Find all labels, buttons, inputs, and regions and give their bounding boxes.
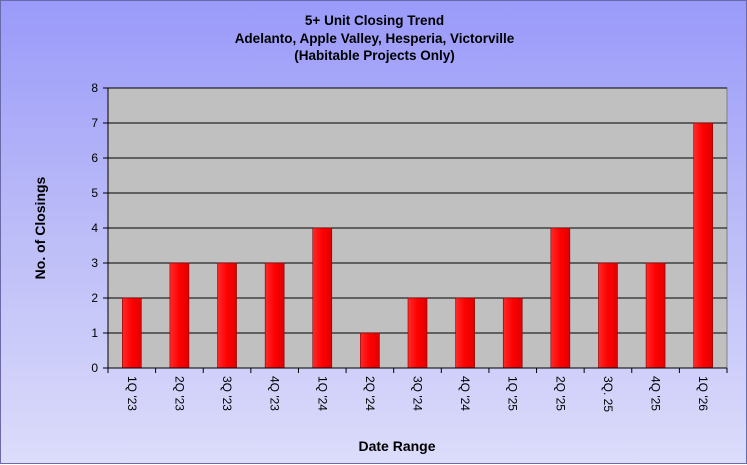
bar — [360, 332, 380, 369]
y-tick-label: 1 — [91, 326, 98, 340]
y-tick-label: 5 — [91, 186, 98, 200]
y-tick-label: 8 — [91, 81, 98, 95]
x-tick-label: 4Q '25 — [649, 376, 663, 411]
bar — [217, 262, 237, 369]
x-tick-label: 1Q '26 — [696, 376, 710, 411]
bars — [122, 122, 713, 369]
x-tick-label: 2Q '25 — [553, 376, 567, 411]
y-tick-label: 7 — [91, 116, 98, 130]
bar — [169, 262, 190, 369]
x-tick-label: 1Q '23 — [125, 376, 139, 411]
y-tick-label: 0 — [91, 361, 98, 375]
chart-subtitle-note: (Habitable Projects Only) — [294, 48, 455, 63]
bar — [550, 227, 571, 369]
chart-title: 5+ Unit Closing Trend — [304, 13, 445, 28]
x-axis-title: Date Range — [358, 438, 435, 454]
bar — [502, 297, 523, 369]
x-tick-label: 3Q '23 — [220, 376, 234, 411]
y-tick-label: 6 — [91, 151, 98, 165]
bar — [598, 262, 618, 369]
x-tick-label: 3Q '24 — [411, 376, 425, 411]
bar — [693, 122, 713, 369]
y-tick-label: 3 — [91, 256, 98, 270]
x-tick-label: 4Q '23 — [268, 376, 282, 411]
bar — [455, 297, 475, 369]
y-axis-title: No. of Closings — [32, 176, 48, 279]
x-tick-label: 3Q. 25 — [601, 376, 615, 412]
bar — [264, 262, 285, 369]
chart-subtitle: Adelanto, Apple Valley, Hesperia, Victor… — [234, 31, 515, 46]
bar — [645, 262, 666, 369]
x-tick-label: 2Q '24 — [363, 376, 377, 411]
x-tick-label: 1Q '25 — [506, 376, 520, 411]
y-tick-label: 2 — [91, 291, 98, 305]
x-tick-label: 4Q '24 — [458, 376, 472, 411]
bar — [312, 227, 333, 369]
bar — [407, 297, 428, 369]
axes: 0 1 2 3 4 5 6 7 8 1Q '23 2Q '23 3Q '23 4Q '23 1Q '24 2… — [91, 81, 728, 412]
x-tick-label: 1Q '24 — [315, 376, 329, 411]
bar — [122, 297, 142, 369]
x-tick-label: 2Q '23 — [172, 376, 186, 411]
y-tick-label: 4 — [91, 221, 98, 235]
